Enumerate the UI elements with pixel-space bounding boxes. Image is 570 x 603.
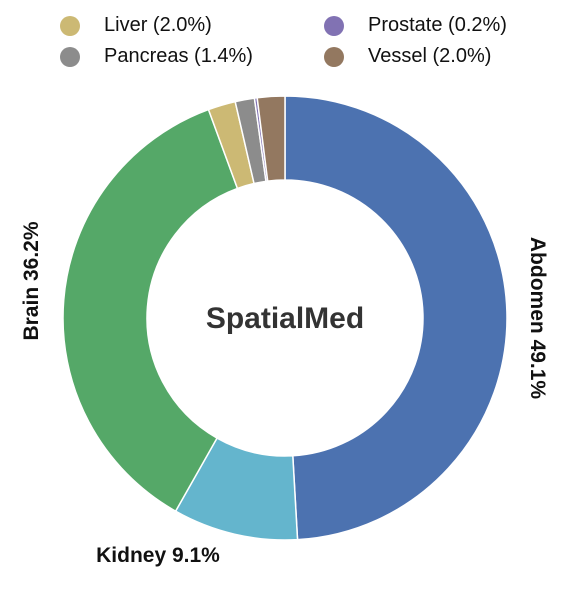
- legend-swatch-liver: [60, 15, 80, 36]
- slice-label-kidney: Kidney 9.1%: [96, 544, 220, 567]
- legend-label-pancreas: Pancreas (1.4%): [104, 45, 253, 67]
- donut-slices: [62, 95, 508, 541]
- legend-item-liver: Liver (2.0%): [60, 14, 212, 37]
- legend-swatch-pancreas: [60, 46, 80, 67]
- slice-brain: [62, 108, 239, 513]
- legend-item-vessel: Vessel (2.0%): [324, 45, 491, 68]
- slice-label-abdomen: Abdomen 49.1%: [526, 237, 549, 400]
- legend-item-pancreas: Pancreas (1.4%): [60, 45, 253, 68]
- donut-center-label: SpatialMed: [206, 302, 364, 335]
- slice-vessel: [256, 95, 286, 182]
- legend-label-liver: Liver (2.0%): [104, 14, 212, 36]
- slice-label-brain: Brain 36.2%: [20, 221, 43, 340]
- legend-swatch-prostate: [324, 15, 344, 36]
- chart-legend: Liver (2.0%) Prostate (0.2%) Pancreas (1…: [0, 0, 570, 80]
- legend-item-prostate: Prostate (0.2%): [324, 14, 507, 37]
- slice-abdomen: [284, 95, 508, 541]
- legend-swatch-vessel: [324, 46, 344, 67]
- legend-label-vessel: Vessel (2.0%): [368, 45, 492, 67]
- legend-label-prostate: Prostate (0.2%): [368, 14, 507, 36]
